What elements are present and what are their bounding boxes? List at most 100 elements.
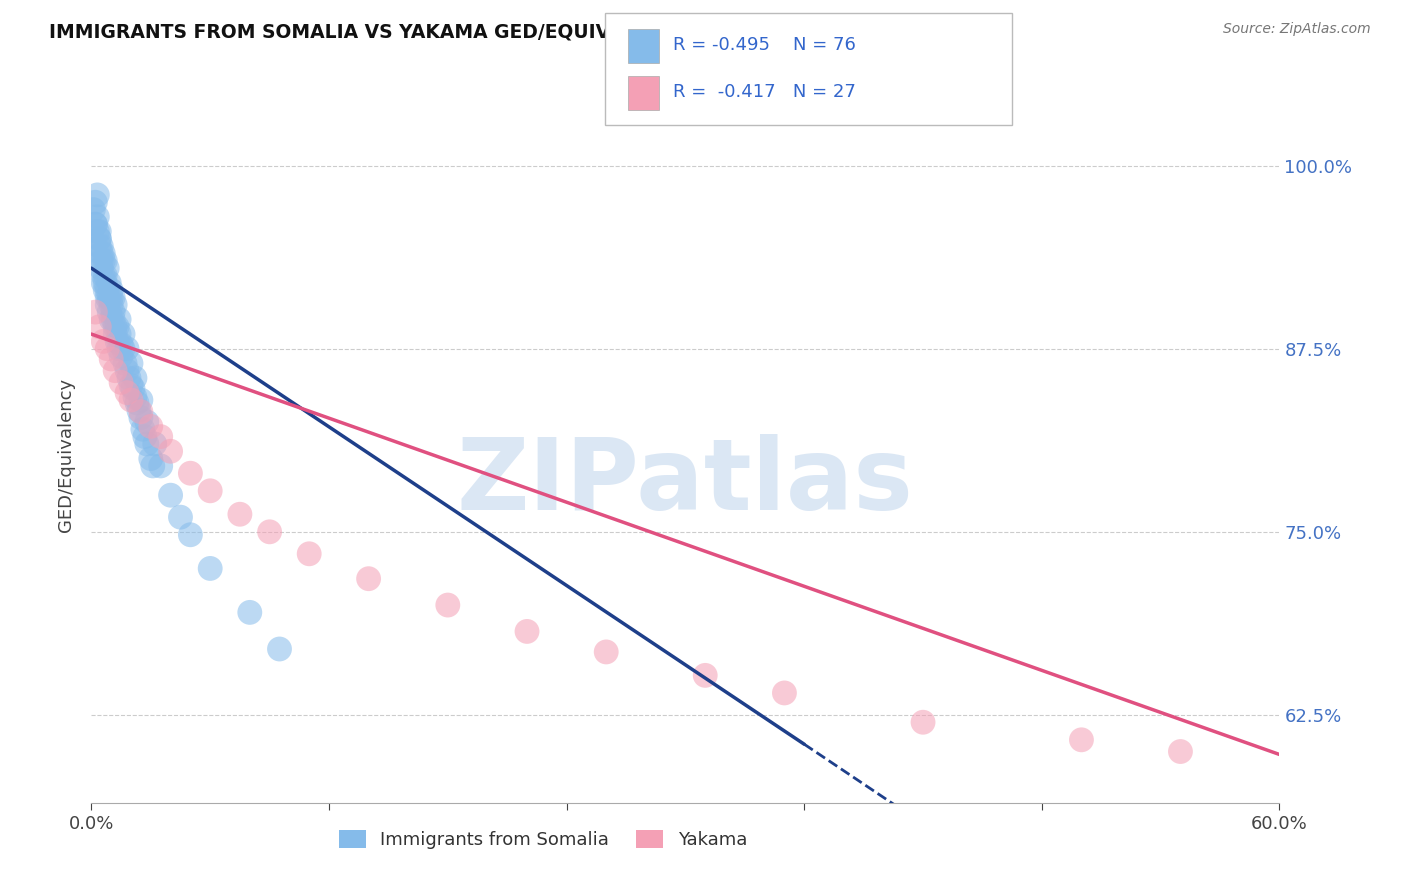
Text: R = -0.495    N = 76: R = -0.495 N = 76 xyxy=(673,36,856,54)
Point xyxy=(108,312,131,326)
Point xyxy=(149,458,172,473)
Point xyxy=(595,645,617,659)
Point xyxy=(108,342,131,356)
Point xyxy=(104,327,127,342)
Point xyxy=(695,668,717,682)
Point xyxy=(98,276,121,290)
Point xyxy=(100,312,122,326)
Point xyxy=(112,342,135,356)
Point xyxy=(115,342,138,356)
Point xyxy=(94,253,117,268)
Point xyxy=(114,356,136,370)
Point xyxy=(200,561,222,575)
Point xyxy=(298,547,321,561)
Point xyxy=(159,488,181,502)
Point xyxy=(104,319,127,334)
Point xyxy=(128,403,150,417)
Point xyxy=(200,483,222,498)
Point xyxy=(96,261,118,276)
Point xyxy=(911,715,934,730)
Point xyxy=(773,686,796,700)
Point xyxy=(229,508,252,522)
Text: R =  -0.417   N = 27: R = -0.417 N = 27 xyxy=(673,83,856,101)
Point xyxy=(89,239,111,253)
Point xyxy=(132,422,155,436)
Point xyxy=(135,437,157,451)
Point xyxy=(90,261,112,276)
Point xyxy=(89,319,111,334)
Point xyxy=(82,202,104,217)
Point xyxy=(91,334,114,349)
Point xyxy=(120,392,142,407)
Point xyxy=(84,305,107,319)
Point xyxy=(122,381,145,395)
Point xyxy=(134,429,156,443)
Text: ZIPatlas: ZIPatlas xyxy=(457,434,914,532)
Point xyxy=(436,598,458,612)
Point xyxy=(96,342,118,356)
Point xyxy=(101,290,124,304)
Point xyxy=(124,390,146,404)
Point xyxy=(96,298,118,312)
Point xyxy=(89,225,111,239)
Point xyxy=(149,429,172,443)
Point xyxy=(86,225,108,239)
Point xyxy=(1170,745,1192,759)
Point xyxy=(159,444,181,458)
Point xyxy=(169,510,191,524)
Point xyxy=(179,467,201,481)
Point xyxy=(179,527,201,541)
Point xyxy=(94,268,117,283)
Point xyxy=(105,319,128,334)
Point xyxy=(108,327,131,342)
Point xyxy=(142,458,165,473)
Point xyxy=(100,283,122,297)
Point xyxy=(89,232,111,246)
Point xyxy=(84,217,107,231)
Point xyxy=(89,232,111,246)
Point xyxy=(357,572,380,586)
Point xyxy=(100,290,122,304)
Point xyxy=(98,290,121,304)
Point xyxy=(110,349,132,363)
Point xyxy=(94,283,117,297)
Y-axis label: GED/Equivalency: GED/Equivalency xyxy=(58,378,76,532)
Point xyxy=(112,327,135,342)
Legend: Immigrants from Somalia, Yakama: Immigrants from Somalia, Yakama xyxy=(332,822,754,856)
Point xyxy=(101,312,124,326)
Point xyxy=(139,419,162,434)
Point xyxy=(86,210,108,224)
Point xyxy=(110,337,132,351)
Point xyxy=(269,642,291,657)
Point xyxy=(96,283,118,297)
Point xyxy=(129,410,152,425)
Point xyxy=(90,246,112,260)
Point xyxy=(91,253,114,268)
Point xyxy=(125,396,148,410)
Point xyxy=(239,606,262,620)
Point xyxy=(120,356,142,370)
Point xyxy=(129,392,152,407)
Point xyxy=(115,385,138,400)
Text: IMMIGRANTS FROM SOMALIA VS YAKAMA GED/EQUIVALENCY CORRELATION CHART: IMMIGRANTS FROM SOMALIA VS YAKAMA GED/EQ… xyxy=(49,22,922,41)
Point xyxy=(115,364,138,378)
Point xyxy=(135,415,157,429)
Point xyxy=(91,268,114,283)
Point xyxy=(259,524,281,539)
Point xyxy=(96,290,118,304)
Point xyxy=(139,451,162,466)
Point xyxy=(105,334,128,349)
Point xyxy=(84,217,107,231)
Point xyxy=(120,378,142,392)
Point xyxy=(91,276,114,290)
Point xyxy=(1070,732,1092,747)
Point xyxy=(129,405,152,419)
Point xyxy=(91,246,114,260)
Point xyxy=(124,371,146,385)
Point xyxy=(90,239,112,253)
Point xyxy=(90,253,112,268)
Point xyxy=(98,305,121,319)
Point xyxy=(86,188,108,202)
Point xyxy=(101,305,124,319)
Point xyxy=(143,437,166,451)
